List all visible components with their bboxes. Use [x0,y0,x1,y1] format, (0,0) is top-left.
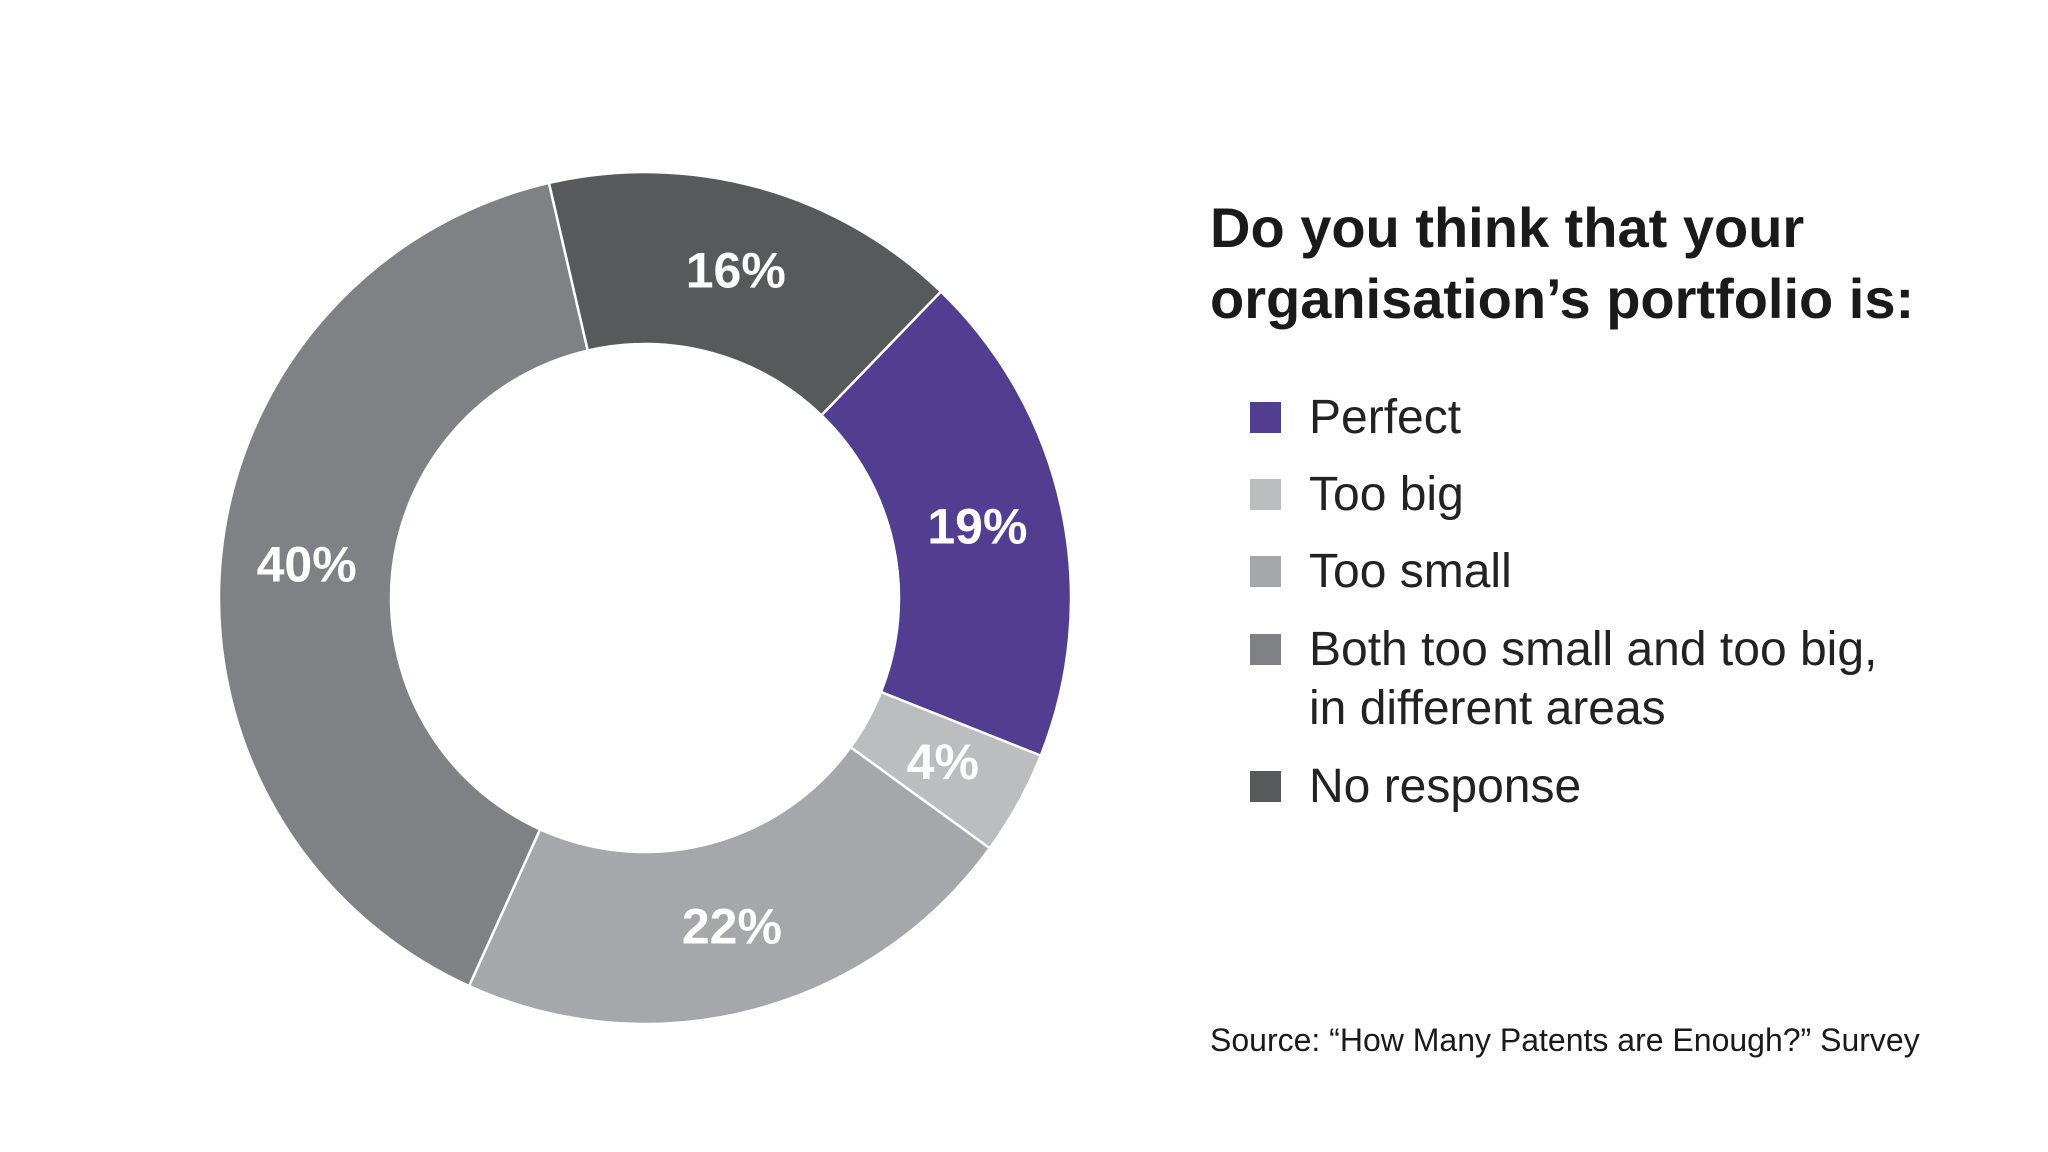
donut-chart: 19% 4% 22% 40% 16% [217,170,1073,1026]
slice-value-label: 19% [927,499,1027,555]
legend-label: No response [1309,760,1582,813]
chart-title-line-2: organisation’s portfolio is: [1210,267,1915,330]
legend-label: Too big [1309,468,1464,521]
legend-swatch [1250,771,1281,802]
legend-item-both: Both too small and too big, in different… [1250,620,1877,738]
legend-item-no-response: No response [1250,757,1581,816]
slice-value-label: 22% [682,899,782,955]
legend-label-line-2: in different areas [1309,682,1666,735]
legend-item-perfect: Perfect [1250,388,1461,447]
legend-swatch [1250,634,1281,665]
legend-swatch [1250,479,1281,510]
chart-title: Do you think that your organisation’s po… [1210,192,2010,334]
chart-title-line-1: Do you think that your [1210,196,1805,259]
donut-slice-no-response [547,170,943,418]
donut-slice-both-too-small-and-too-big-in-different-areas [217,181,590,988]
legend-item-too-big: Too big [1250,465,1464,524]
legend-item-too-small: Too small [1250,542,1512,601]
legend-swatch [1250,402,1281,433]
legend-label-line-1: Both too small and too big, [1309,623,1878,676]
legend-label: Too small [1309,545,1512,598]
donut-slice-too-small [467,745,992,1026]
donut-slice-perfect [819,289,1073,758]
legend-swatch [1250,556,1281,587]
slice-value-label: 4% [907,734,979,790]
slice-value-label: 40% [257,536,357,592]
source-note: Source: “How Many Patents are Enough?” S… [1210,1022,1920,1058]
legend-label: Perfect [1309,391,1462,444]
slice-value-label: 16% [686,242,786,298]
